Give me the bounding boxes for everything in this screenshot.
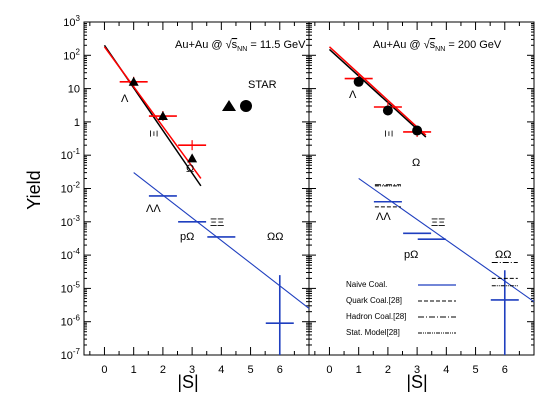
p2-label-omega: Ω (412, 157, 420, 169)
x-tick-label: 1 (356, 364, 362, 376)
x-tick-label: 2 (385, 364, 391, 376)
panel-2-frame (308, 21, 535, 356)
star-legend-triangle (222, 100, 236, 111)
panel-1-title: Au+Au @ √sNN = 11.5 GeV (175, 39, 306, 53)
p2-label-omegaomega: ΩΩ (495, 249, 511, 261)
legend-stat-label: Stat. Model[28] (346, 328, 400, 337)
y-tick-label: 10-3 (61, 214, 81, 229)
x-tick-label: 0 (101, 364, 107, 376)
y-tick-label: 10 (68, 84, 80, 96)
p2-label-pomega: pΩ (404, 249, 418, 261)
y-tick-label: 1 (74, 117, 80, 129)
data-marks (119, 73, 519, 355)
x-tick-label: 6 (277, 364, 283, 376)
p2-label-lambdalambda: ΛΛ (376, 211, 391, 223)
legend-hadron-label: Hadron Coal.[28] (346, 312, 406, 321)
y-tick-label: 10-4 (61, 247, 81, 262)
x-axis-label-panel-2: |S| (406, 372, 427, 392)
p2-label-xi: Ξ (382, 130, 394, 137)
p1-label-lambdalambda: ΛΛ (146, 203, 161, 215)
y-tick-label: 10-6 (61, 314, 81, 329)
legend-quark-label: Quark Coal.[28] (346, 296, 402, 305)
p1-label-lambda: Λ (121, 93, 129, 105)
x-tick-label: 3 (414, 364, 420, 376)
p1-label-xi: Ξ (147, 130, 159, 137)
star-data-point (157, 111, 168, 121)
panel-2-title: Au+Au @ √sNN = 200 GeV (373, 39, 502, 53)
y-tick-label: 102 (63, 47, 80, 62)
y-tick-label: 10-2 (61, 181, 81, 196)
x-tick-label: 1 (131, 364, 137, 376)
star-data-point (382, 105, 393, 116)
model-line (103, 46, 202, 179)
x-tick-label: 4 (443, 364, 449, 376)
x-tick-label: 4 (218, 364, 224, 376)
y-axis-label: Yield (24, 170, 44, 209)
y-tick-label: 10-5 (61, 280, 81, 295)
model-line (328, 48, 427, 138)
model-line (328, 46, 427, 136)
p2-label-xixi: ΞΞ (431, 217, 445, 229)
x-tick-label: 6 (502, 364, 508, 376)
p1-label-omegaomega: ΩΩ (267, 231, 283, 243)
p1-label-pomega: pΩ (180, 231, 194, 243)
x-tick-label: 2 (160, 364, 166, 376)
star-data-point (187, 153, 198, 163)
y-tick-label: 103 (63, 14, 80, 29)
model-lines (103, 44, 535, 309)
x-tick-label: 0 (326, 364, 332, 376)
p1-label-xixi: ΞΞ (210, 217, 224, 229)
p1-label-omega: Ω (186, 163, 194, 175)
legend-naive-label: Naive Coal. (346, 280, 387, 289)
star-data-point (128, 76, 139, 86)
star-data-point (353, 76, 364, 87)
panel-1-frame (83, 21, 310, 356)
p2-label-lambda: Λ (349, 89, 357, 101)
x-tick-label: 3 (189, 364, 195, 376)
y-tick-label: 10-7 (61, 347, 81, 362)
x-axis-label-panel-1: |S| (177, 372, 198, 392)
star-legend-label: STAR (248, 79, 277, 91)
y-tick-label: 10-1 (61, 147, 81, 162)
x-tick-label: 5 (472, 364, 478, 376)
star-legend-circle (240, 100, 252, 112)
x-tick-label: 5 (247, 364, 253, 376)
star-data-point (412, 125, 423, 136)
